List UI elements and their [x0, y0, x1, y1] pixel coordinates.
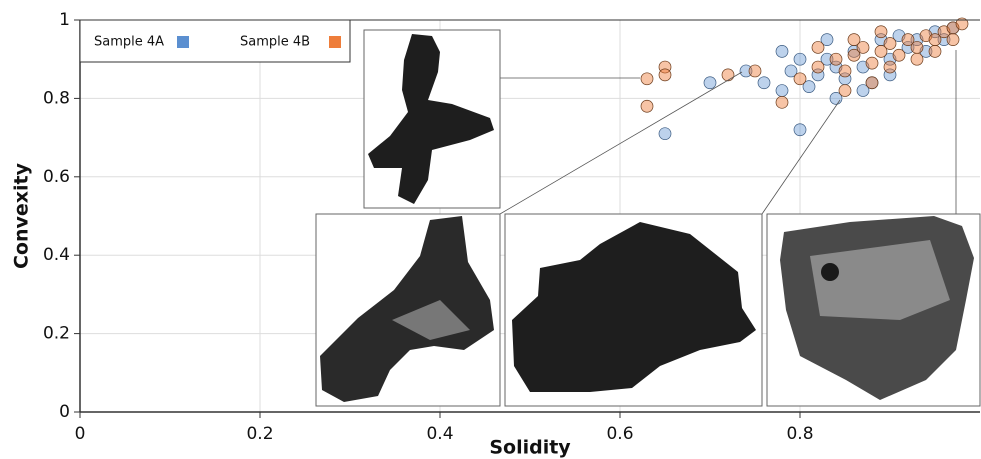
point [865, 76, 879, 90]
point [883, 60, 897, 74]
legend-swatch [329, 36, 341, 48]
y-tick-label: 0.6 [43, 167, 70, 187]
point [901, 33, 915, 46]
legend-label: Sample 4B [240, 35, 310, 50]
point [910, 52, 924, 66]
connectors [499, 50, 957, 215]
point [874, 25, 888, 39]
point [838, 64, 852, 78]
point [703, 76, 717, 90]
y-tick-label: 0.8 [43, 88, 70, 108]
point [955, 17, 969, 31]
point [775, 95, 789, 109]
point [829, 52, 843, 66]
point [775, 45, 789, 58]
point [640, 99, 654, 113]
point [802, 80, 816, 93]
x-axis-title: Solidity [489, 437, 571, 459]
y-tick-label: 1 [59, 10, 70, 30]
x-tick-label: 0.4 [426, 424, 453, 444]
point [838, 84, 852, 97]
point [928, 45, 942, 58]
point [793, 52, 807, 66]
legend-box [79, 19, 351, 63]
point [793, 72, 807, 86]
point [847, 48, 861, 62]
point [811, 60, 825, 74]
inset-3 [504, 213, 763, 407]
point [640, 72, 654, 86]
legend: Sample 4A Sample 4B [79, 19, 351, 63]
legend-swatch [177, 36, 189, 48]
point [748, 64, 762, 78]
point [892, 48, 906, 62]
point [784, 64, 798, 78]
point [847, 33, 861, 46]
point [874, 45, 888, 58]
y-axis-title: Convexity [11, 162, 33, 269]
point [658, 68, 672, 82]
inset-2 [315, 213, 501, 407]
inset-4 [766, 213, 981, 407]
point [811, 41, 825, 54]
point [856, 41, 870, 54]
x-tick-label: 0.8 [786, 424, 813, 444]
point [856, 84, 870, 97]
legend-label: Sample 4A [94, 35, 164, 50]
x-tick-label: 0.2 [246, 424, 273, 444]
point [658, 127, 672, 141]
y-tick-label: 0 [59, 402, 70, 422]
y-tick-label: 0.4 [43, 245, 70, 265]
point [910, 41, 924, 54]
point [820, 33, 834, 46]
points [640, 17, 969, 141]
inset-1 [363, 29, 501, 209]
y-tick-label: 0.2 [43, 324, 70, 344]
point [883, 37, 897, 50]
point [739, 64, 753, 78]
point [946, 33, 960, 46]
point [793, 123, 807, 137]
point [721, 68, 735, 82]
point [775, 84, 789, 97]
point [820, 52, 834, 66]
x-tick-label: 0.6 [606, 424, 633, 444]
point [757, 76, 771, 90]
x-tick-label: 0 [75, 424, 86, 444]
point [865, 56, 879, 70]
